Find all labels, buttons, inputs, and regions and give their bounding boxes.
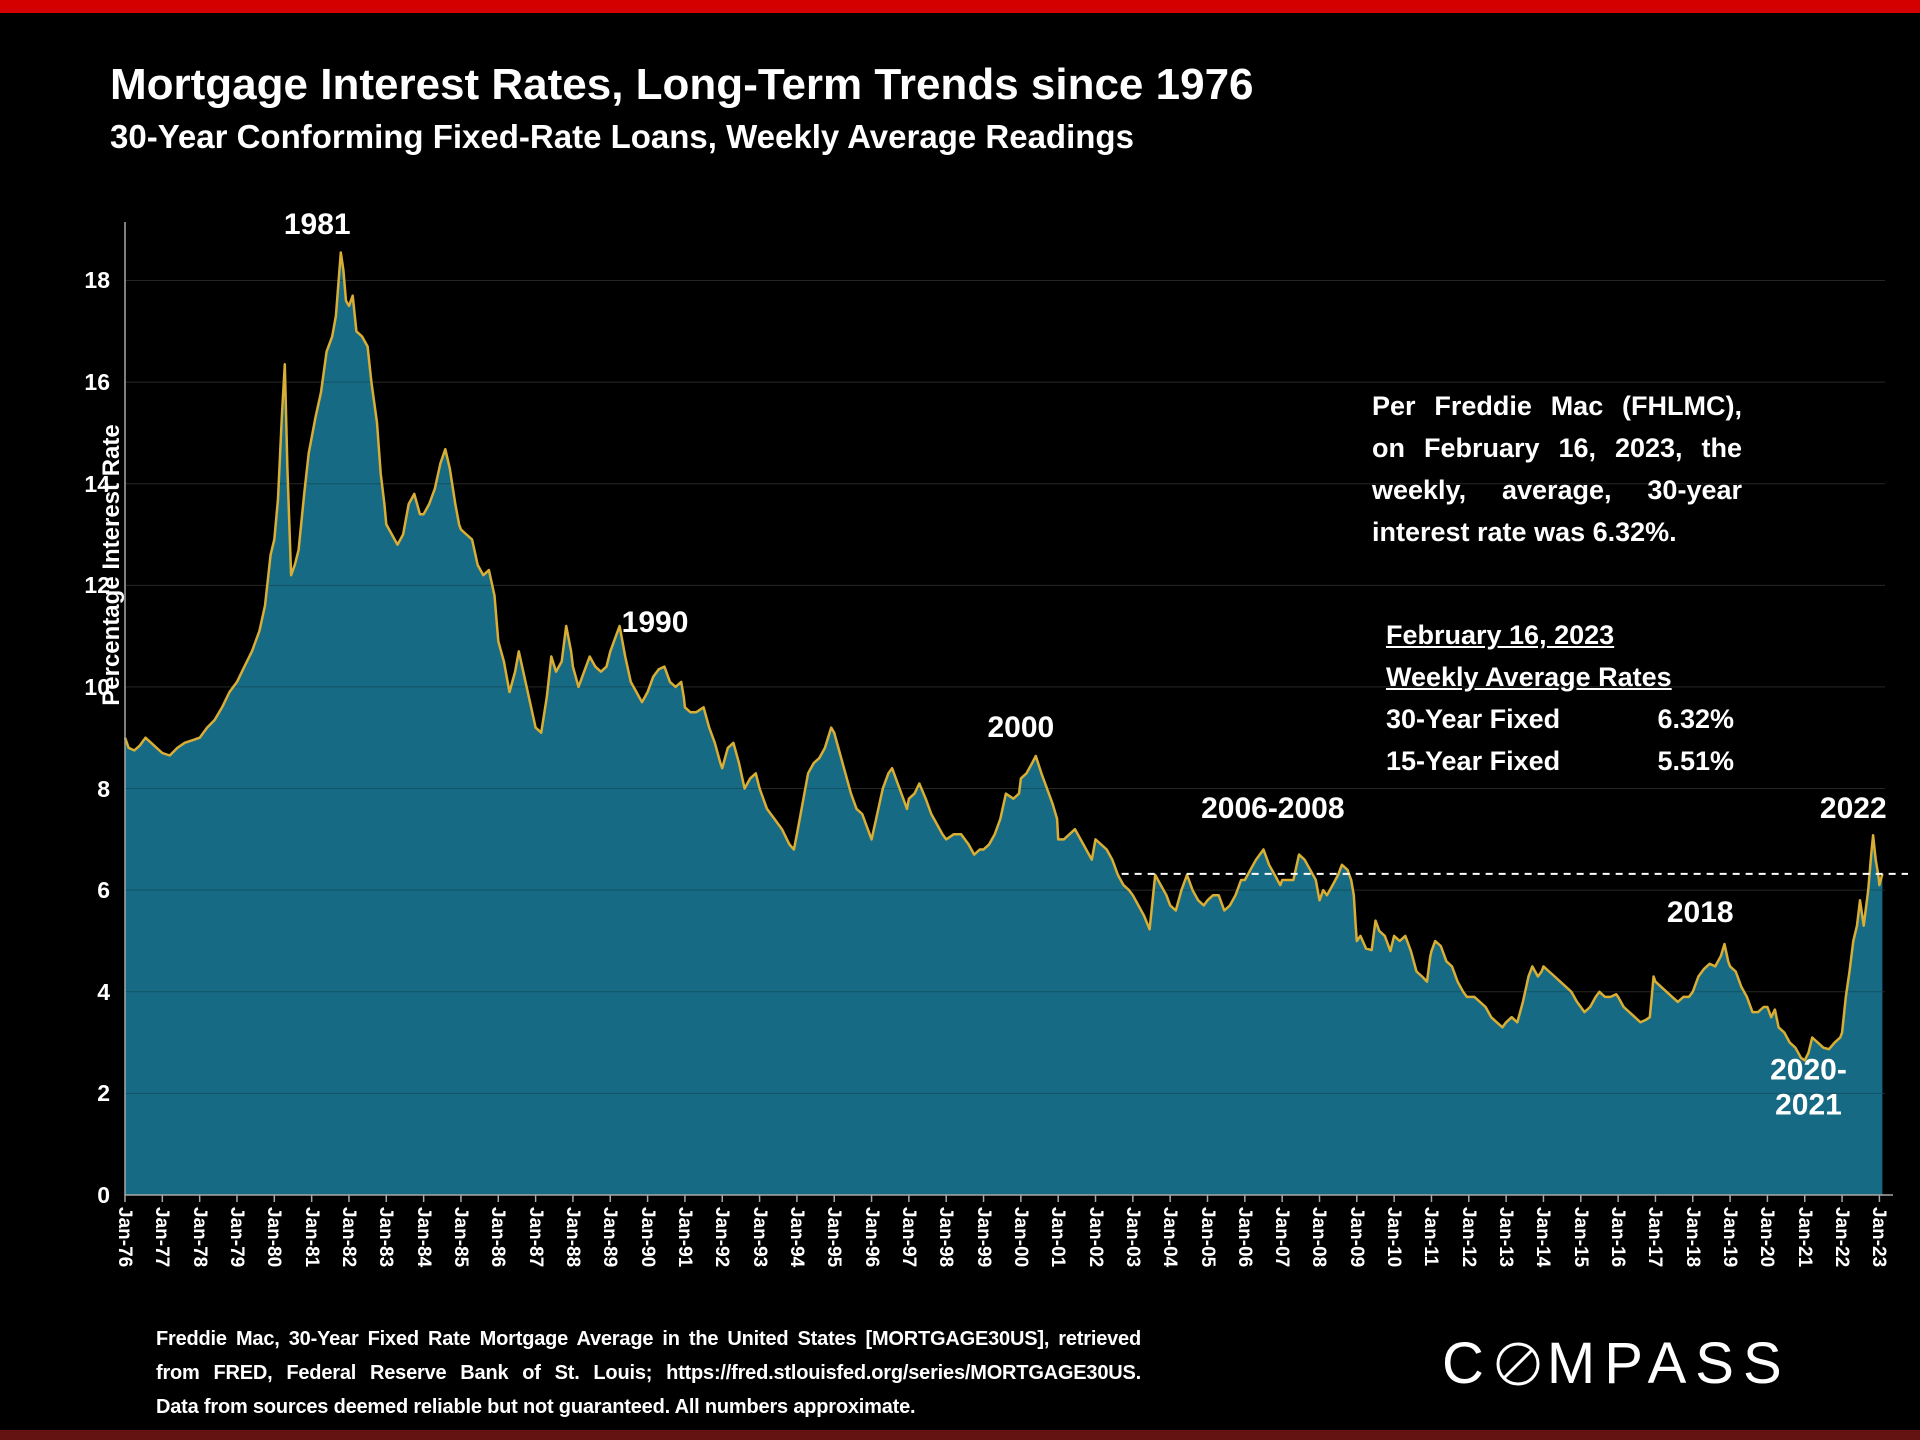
y-tick-label: 18 [84, 267, 110, 294]
y-tick-label: 16 [84, 369, 110, 396]
x-tick-label: Jan-02 [1084, 1207, 1106, 1268]
rate-value: 5.51% [1657, 746, 1734, 776]
chart-annotation: 2022 [1819, 791, 1887, 825]
x-tick-label: Jan-95 [823, 1207, 845, 1268]
chart-annotation: 2000 [987, 710, 1055, 744]
page-title: Mortgage Interest Rates, Long-Term Trend… [110, 60, 1254, 109]
x-tick-label: Jan-21 [1793, 1207, 1815, 1268]
rates-heading-date: February 16, 2023 [1386, 620, 1615, 650]
y-tick-label: 10 [84, 673, 110, 700]
x-tick-label: Jan-08 [1308, 1207, 1330, 1268]
x-tick-label: Jan-13 [1495, 1207, 1517, 1268]
rate-row-15-year: 15-Year Fixed 5.51% [1386, 740, 1734, 782]
x-tick-label: Jan-80 [263, 1207, 285, 1268]
y-tick-label: 12 [84, 572, 110, 599]
x-tick-label: Jan-83 [375, 1207, 397, 1268]
x-tick-label: Jan-92 [711, 1207, 733, 1268]
x-tick-label: Jan-16 [1607, 1207, 1629, 1268]
x-tick-label: Jan-09 [1345, 1207, 1367, 1268]
x-tick-label: Jan-91 [673, 1207, 695, 1268]
bottom-accent-bar [0, 1430, 1920, 1440]
source-attribution: Freddie Mac, 30-Year Fixed Rate Mortgage… [156, 1322, 1141, 1424]
x-tick-label: Jan-97 [897, 1207, 919, 1268]
y-tick-label: 4 [97, 978, 110, 1005]
rate-label: 30-Year Fixed [1386, 704, 1561, 734]
x-tick-label: Jan-99 [972, 1207, 994, 1268]
x-tick-label: Jan-06 [1233, 1207, 1255, 1268]
y-tick-label: 2 [97, 1080, 110, 1107]
chart-annotation: 2020- 2021 [1770, 1053, 1847, 1122]
x-tick-label: Jan-07 [1271, 1207, 1293, 1268]
x-tick-label: Jan-00 [1009, 1207, 1031, 1268]
y-tick-label: 6 [97, 877, 110, 904]
x-tick-label: Jan-17 [1644, 1207, 1666, 1268]
x-tick-label: Jan-20 [1756, 1207, 1778, 1268]
chart-annotation: 1990 [621, 606, 689, 640]
x-tick-label: Jan-82 [337, 1207, 359, 1268]
source-line-2: from FRED, Federal Reserve Bank of St. L… [156, 1362, 1141, 1384]
chart-annotation: 1981 [283, 207, 351, 241]
x-tick-label: Jan-23 [1868, 1207, 1890, 1268]
x-tick-label: Jan-89 [599, 1207, 621, 1268]
x-tick-label: Jan-94 [785, 1207, 807, 1268]
x-tick-label: Jan-12 [1457, 1207, 1479, 1268]
compass-logo-letter-c: C [1442, 1331, 1493, 1396]
x-tick-label: Jan-78 [188, 1207, 210, 1268]
x-tick-label: Jan-14 [1532, 1207, 1554, 1268]
page-subtitle: 30-Year Conforming Fixed-Rate Loans, Wee… [110, 118, 1134, 155]
x-tick-label: Jan-88 [561, 1207, 583, 1268]
source-line-3: Data from sources deemed reliable but no… [156, 1396, 916, 1418]
source-line-1: Freddie Mac, 30-Year Fixed Rate Mortgage… [156, 1328, 1141, 1350]
chart-annotation: 2006-2008 [1201, 791, 1345, 825]
compass-logo: C MPASS [1442, 1330, 1791, 1397]
x-tick-label: Jan-01 [1047, 1207, 1069, 1268]
x-tick-label: Jan-81 [300, 1207, 322, 1268]
x-tick-label: Jan-87 [524, 1207, 546, 1268]
weekly-rates-box: February 16, 2023 Weekly Average Rates 3… [1386, 614, 1734, 782]
x-tick-label: Jan-15 [1569, 1207, 1591, 1268]
x-tick-label: Jan-05 [1196, 1207, 1218, 1268]
compass-logo-letters-mpass: MPASS [1546, 1331, 1791, 1396]
x-tick-label: Jan-90 [636, 1207, 658, 1268]
top-accent-bar [0, 0, 1920, 13]
x-tick-label: Jan-98 [935, 1207, 957, 1268]
x-tick-label: Jan-84 [412, 1207, 434, 1268]
chart-annotation: 2018 [1666, 895, 1734, 929]
compass-needle-o-icon [1496, 1342, 1540, 1385]
x-tick-label: Jan-11 [1420, 1207, 1442, 1267]
x-tick-label: Jan-96 [860, 1207, 882, 1268]
x-tick-label: Jan-79 [225, 1207, 247, 1268]
y-tick-label: 14 [84, 470, 110, 497]
x-tick-label: Jan-86 [487, 1207, 509, 1268]
x-tick-label: Jan-10 [1383, 1207, 1405, 1268]
x-tick-label: Jan-77 [151, 1207, 173, 1268]
y-tick-label: 8 [97, 775, 110, 802]
x-tick-label: Jan-04 [1159, 1207, 1181, 1268]
x-tick-label: Jan-18 [1681, 1207, 1703, 1268]
rates-heading-label: Weekly Average Rates [1386, 662, 1672, 692]
freddie-mac-note: Per Freddie Mac (FHLMC), on February 16,… [1372, 391, 1742, 547]
x-tick-label: Jan-19 [1719, 1207, 1741, 1268]
y-tick-label: 0 [97, 1182, 110, 1208]
rate-row-30-year: 30-Year Fixed 6.32% [1386, 698, 1734, 740]
x-tick-label: Jan-22 [1831, 1207, 1853, 1268]
rate-label: 15-Year Fixed [1386, 746, 1561, 776]
x-tick-label: Jan-03 [1121, 1207, 1143, 1268]
x-tick-label: Jan-85 [449, 1207, 471, 1268]
rate-value: 6.32% [1657, 704, 1734, 734]
x-tick-label: Jan-93 [748, 1207, 770, 1268]
x-tick-label: Jan-76 [114, 1207, 135, 1268]
